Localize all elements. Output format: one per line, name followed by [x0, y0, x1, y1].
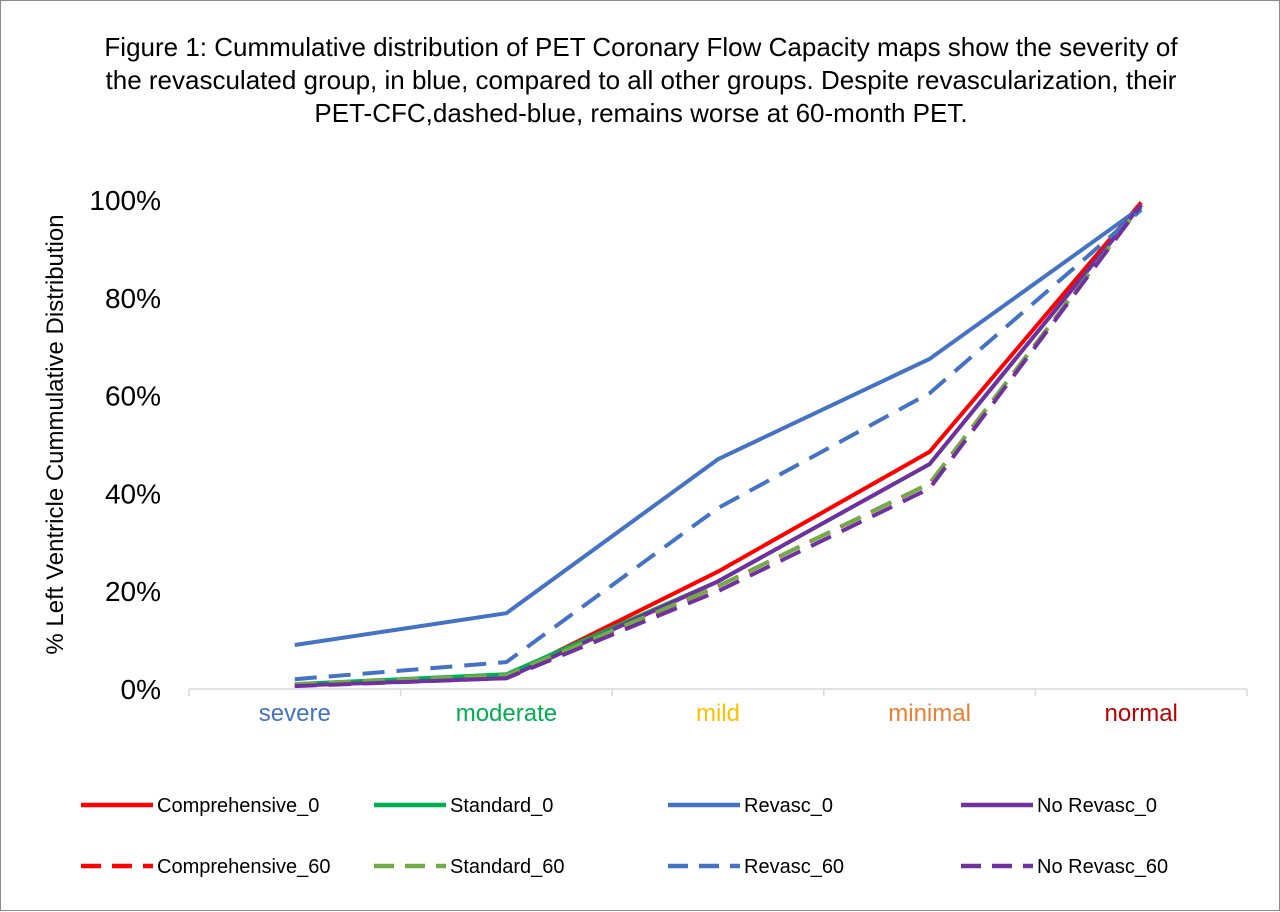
legend: Comprehensive_0 Standard_0 Revasc_0 No Reva…: [81, 795, 1168, 878]
series-line-no-revasc_0: [294, 203, 1143, 688]
legend-label-standard_0: Standard_0: [450, 795, 553, 817]
y-axis-label: % Left Ventricle Cummulative Distributio…: [42, 214, 69, 654]
series-line-comprehensive_60: [294, 203, 1143, 688]
x-tick-label-minimal: minimal: [888, 700, 971, 727]
legend-label-revasc_60: Revasc_60: [744, 856, 844, 878]
series-line-revasc_0: [294, 205, 1143, 647]
series-line-standard_0: [294, 203, 1143, 687]
y-tick-label: 20%: [105, 576, 161, 607]
chart-title: Figure 1: Cummulative distribution of PE…: [104, 32, 1178, 128]
legend-label-no-revasc_60: No Revasc_60: [1037, 856, 1168, 878]
x-tick-label-moderate: moderate: [456, 700, 557, 727]
legend-label-standard_60: Standard_60: [450, 856, 565, 878]
legend-label-comprehensive_60: Comprehensive_60: [157, 856, 330, 878]
y-tick-label: 0%: [121, 674, 161, 705]
legend-label-no-revasc_0: No Revasc_0: [1037, 795, 1157, 817]
series-line-no-revasc_60: [294, 203, 1143, 689]
y-tick-label: 60%: [105, 381, 161, 412]
axes: severe moderate mild minimal normal 0% 20% 40% 6…: [42, 185, 1248, 727]
x-tick-label-mild: mild: [696, 700, 740, 727]
x-tick-label-severe: severe: [259, 700, 331, 727]
series-line-standard_60: [294, 203, 1143, 687]
y-tick-label: 100%: [89, 185, 161, 216]
y-tick-label: 40%: [105, 478, 161, 509]
legend-label-revasc_0: Revasc_0: [744, 795, 833, 817]
series-lines: [294, 201, 1143, 689]
x-tick-label-normal: normal: [1105, 700, 1178, 727]
series-line-revasc_60: [294, 208, 1143, 682]
legend-label-comprehensive_0: Comprehensive_0: [157, 795, 319, 817]
y-tick-label: 80%: [105, 283, 161, 314]
series-line-comprehensive_0: [294, 201, 1143, 688]
